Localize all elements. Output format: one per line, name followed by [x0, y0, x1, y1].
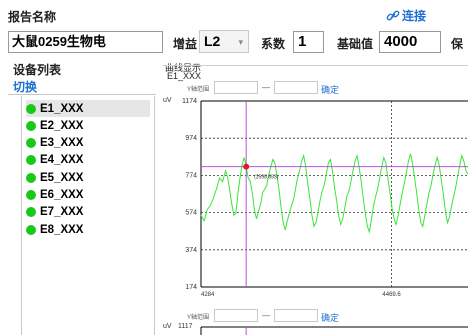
gain-select[interactable]: L2 ▾: [199, 30, 249, 53]
connect-link[interactable]: 连接: [386, 7, 426, 24]
x-tick-label: 4284: [201, 292, 215, 298]
y-range-separator: —: [262, 83, 270, 92]
switch-link[interactable]: 切换: [13, 80, 38, 94]
y-unit-label-2: uV: [163, 323, 172, 330]
device-item-label: E1_XXX: [40, 102, 84, 115]
y-tick-label: 974: [185, 135, 197, 142]
y-range-min-input-2[interactable]: [214, 309, 258, 322]
status-dot-icon: [26, 207, 36, 218]
status-dot-icon: [26, 155, 36, 166]
device-item-label: E6_XXX: [40, 189, 84, 201]
x-tick-label: 4469.6: [382, 292, 401, 298]
device-divider: [8, 94, 156, 95]
device-item-1[interactable]: E1_XXX: [26, 100, 150, 117]
y-range-min-input[interactable]: [214, 81, 258, 94]
save-label[interactable]: 保: [451, 37, 464, 51]
status-dot-icon: [26, 103, 36, 114]
gain-value: L2: [204, 33, 221, 49]
device-list-title: 设备列表: [13, 63, 62, 77]
y-tick-label-2: 1117: [178, 323, 193, 330]
coef-label: 系数: [261, 37, 286, 51]
device-item-7[interactable]: E7_XXX: [26, 204, 150, 221]
cursor-marker: [243, 163, 250, 170]
connect-label: 连接: [402, 9, 427, 23]
base-value-input[interactable]: 4000: [379, 31, 441, 53]
coef-input[interactable]: 1: [293, 31, 324, 53]
device-item-label: E5_XXX: [40, 171, 84, 184]
y-tick-label: 574: [185, 210, 197, 217]
link-icon: [386, 10, 400, 21]
device-item-label: E8_XXX: [40, 223, 84, 236]
report-name-label: 报告名称: [8, 10, 57, 24]
device-item-5[interactable]: E5_XXX: [26, 169, 150, 186]
y-range-max-input[interactable]: [274, 81, 318, 94]
y-range-separator-2: —: [262, 311, 270, 320]
device-item-6[interactable]: E6_XXX: [26, 187, 150, 204]
gain-label: 增益: [173, 37, 198, 51]
curve-device-name: E1_XXX: [167, 71, 202, 81]
status-dot-icon: [26, 224, 36, 235]
status-dot-icon: [26, 172, 36, 183]
device-item-label: E2_XXX: [40, 119, 84, 132]
device-item-2[interactable]: E2_XXX: [26, 117, 150, 134]
device-item-label: E3_XXX: [40, 137, 84, 150]
status-dot-icon: [26, 138, 36, 149]
device-list: E1_XXX E2_XXX E3_XXX E4_XXX E5_XXX E6_XXX E7_X…: [21, 96, 155, 335]
cursor-value-label: (2598.653): [254, 175, 279, 181]
y-unit-label: uV: [163, 97, 172, 104]
y-tick-label: 774: [185, 172, 197, 179]
y-range-label-2: Y轴范围: [187, 315, 210, 321]
device-item-3[interactable]: E3_XXX: [26, 135, 150, 152]
y-range-confirm-button-2[interactable]: 确定: [321, 313, 340, 323]
device-item-label: E7_XXX: [40, 206, 84, 219]
y-range-max-input-2[interactable]: [274, 309, 318, 322]
base-value-label: 基础值: [337, 37, 374, 51]
report-name-input[interactable]: 大鼠0259生物电: [8, 31, 163, 53]
signal-series-line: [200, 153, 468, 234]
device-item-4[interactable]: E4_XXX: [26, 152, 150, 169]
chevron-down-icon: ▾: [238, 37, 243, 47]
y-range-label: Y轴范围: [187, 87, 210, 93]
curve-panel-title: 曲线显示: [165, 63, 202, 73]
status-dot-icon: [26, 120, 36, 131]
device-item-8[interactable]: E8_XXX: [26, 221, 150, 238]
y-range-confirm-button[interactable]: 确定: [321, 85, 340, 95]
y-tick-label: 374: [185, 247, 197, 254]
y-tick-label: 174: [185, 284, 197, 291]
curve-panel-divider: [163, 65, 468, 66]
device-item-label: E4_XXX: [40, 154, 84, 167]
status-dot-icon: [26, 190, 36, 200]
y-tick-label: 1174: [182, 98, 197, 105]
